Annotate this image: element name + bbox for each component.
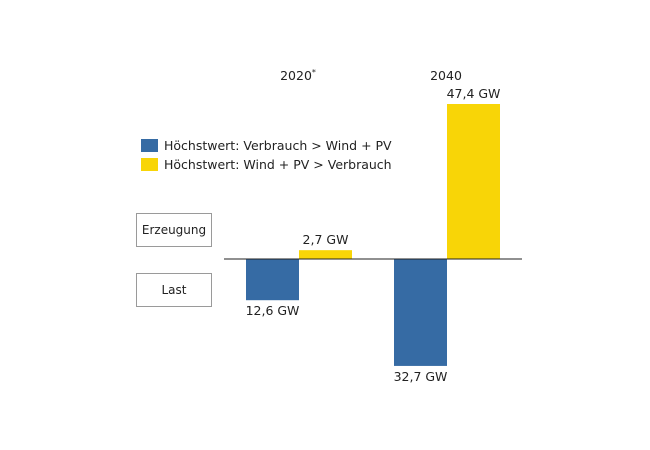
legend-item-consumption: Höchstwert: Verbrauch > Wind + PV	[141, 138, 392, 153]
bar-consumption-1	[394, 259, 447, 366]
legend-label-consumption: Höchstwert: Verbrauch > Wind + PV	[164, 138, 392, 153]
data-label-generation-1: 47,4 GW	[447, 86, 501, 101]
legend-item-generation: Höchstwert: Wind + PV > Verbrauch	[141, 157, 392, 172]
data-label-consumption-0: 12,6 GW	[246, 303, 300, 318]
bar-generation-1	[447, 104, 500, 259]
data-label-generation-0: 2,7 GW	[303, 232, 349, 247]
category-label-1: 2040	[430, 68, 462, 83]
legend-swatch-consumption	[141, 139, 158, 152]
label-box-generation-text: Erzeugung	[141, 223, 207, 237]
label-box-generation: Erzeugung	[136, 213, 212, 247]
legend-swatch-generation	[141, 158, 158, 171]
label-box-load: Last	[136, 273, 212, 307]
bar-consumption-0	[246, 259, 299, 301]
category-label-0: 2020*	[280, 68, 316, 83]
data-label-consumption-1: 32,7 GW	[394, 369, 448, 384]
bar-generation-0	[299, 250, 352, 259]
legend-label-generation: Höchstwert: Wind + PV > Verbrauch	[164, 157, 392, 172]
label-box-load-text: Last	[161, 283, 187, 297]
